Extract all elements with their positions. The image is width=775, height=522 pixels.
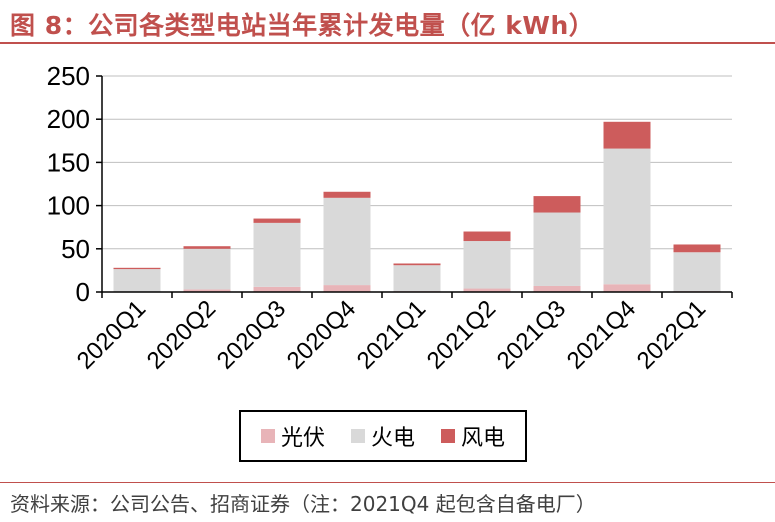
bar-segment-wind	[253, 218, 301, 223]
y-tick-label: 150	[47, 147, 90, 177]
x-tick-label: 2020Q1	[72, 295, 151, 374]
y-tick-label: 0	[76, 277, 90, 307]
bar-segment-thermal	[183, 248, 231, 290]
bar-segment-thermal	[113, 269, 161, 292]
legend-swatch-solar	[260, 429, 275, 443]
legend-item-solar: 光伏	[260, 420, 325, 452]
bar-segment-thermal	[673, 252, 721, 292]
x-tick-label: 2021Q3	[492, 295, 571, 374]
stacked-bar-chart: 0 50 100 150 200 250 2020Q12020Q22020Q32020Q4…	[47, 61, 733, 375]
bar-segment-thermal	[323, 197, 371, 286]
bar-segment-thermal	[393, 265, 441, 292]
bar-segment-solar	[323, 285, 371, 292]
x-tick-label: 2022Q1	[632, 295, 711, 374]
y-tick-label: 200	[47, 104, 90, 134]
x-tick-label: 2021Q4	[562, 295, 641, 374]
legend-label-wind: 风电	[461, 426, 506, 451]
bar-segment-solar	[183, 289, 231, 292]
bar-segment-thermal	[253, 222, 301, 287]
y-tick-labels: 0 50 100 150 200 250	[47, 61, 90, 307]
bar-segment-wind	[393, 263, 441, 266]
x-tick-label: 2020Q2	[142, 295, 221, 374]
x-tick-label: 2021Q2	[422, 295, 501, 374]
x-tick-label: 2020Q4	[282, 295, 361, 374]
title-divider	[0, 42, 775, 44]
y-tick-label: 50	[61, 234, 90, 264]
bar-segment-wind	[183, 246, 231, 249]
x-tick-labels: 2020Q12020Q22020Q32020Q42021Q12021Q22021…	[72, 295, 711, 374]
bar-segment-wind	[533, 196, 581, 213]
bar-segment-thermal	[603, 148, 651, 285]
legend-swatch-thermal	[350, 429, 365, 443]
y-tick-label: 250	[47, 61, 90, 91]
legend-item-thermal: 火电	[350, 420, 415, 452]
x-tick-label: 2021Q1	[352, 295, 431, 374]
legend-label-solar: 光伏	[280, 426, 325, 451]
bar-segment-solar	[253, 286, 301, 292]
x-tick-label: 2020Q3	[212, 295, 291, 374]
axes	[96, 75, 733, 298]
figure-title: 图 8：公司各类型电站当年累计发电量（亿 kWh）	[10, 11, 595, 40]
source-note: 资料来源：公司公告、招商证券（注：2021Q4 起包含自备电厂）	[10, 492, 596, 516]
bars	[113, 121, 721, 292]
bar-segment-solar	[603, 284, 651, 292]
bar-segment-wind	[673, 244, 721, 253]
bar-segment-solar	[533, 285, 581, 292]
bar-segment-solar	[463, 288, 511, 292]
legend: 光伏 火电 风电	[239, 410, 527, 462]
bar-segment-thermal	[533, 212, 581, 286]
legend-label-thermal: 火电	[370, 426, 415, 451]
bar-segment-wind	[463, 231, 511, 242]
legend-swatch-wind	[441, 429, 455, 443]
legend-item-wind: 风电	[441, 420, 505, 452]
bar-segment-wind	[323, 191, 371, 198]
source-divider	[0, 482, 775, 483]
bar-segment-wind	[113, 267, 161, 270]
bar-segment-thermal	[463, 241, 511, 289]
y-tick-label: 100	[47, 191, 90, 221]
bar-segment-wind	[603, 121, 651, 149]
